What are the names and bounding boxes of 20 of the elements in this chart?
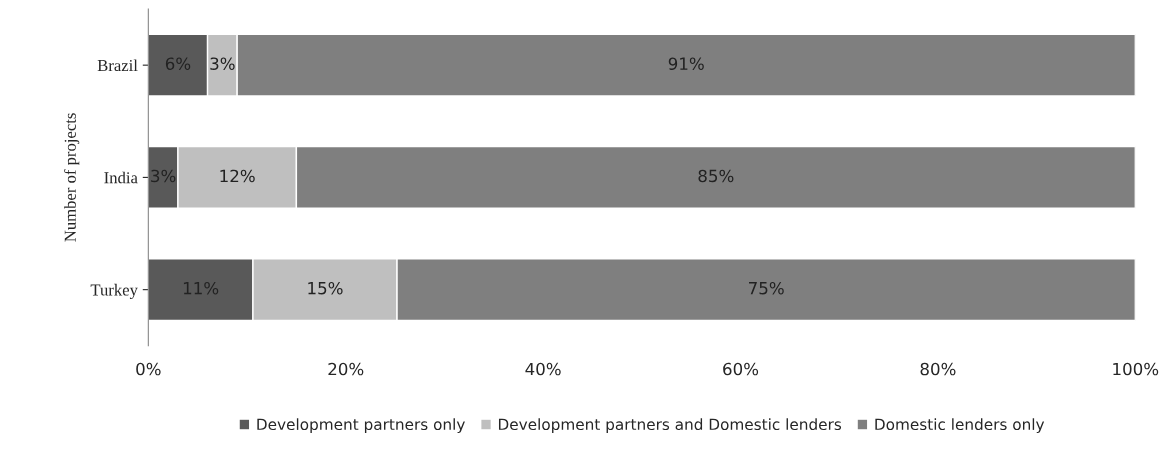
y-tick-label: Turkey: [90, 283, 138, 300]
data-label: 3%: [210, 57, 235, 70]
data-label: 91%: [668, 57, 704, 70]
data-label: 12%: [220, 169, 255, 183]
legend-label: Development partners only: [257, 418, 465, 434]
data-label: 85%: [698, 169, 734, 183]
x-tick-label: 0%: [136, 362, 161, 376]
legend-label: Development partners and Domestic lenders: [498, 418, 842, 434]
data-label: 15%: [308, 281, 343, 295]
x-tick-label: 40%: [525, 362, 561, 376]
legend-label: Domestic lenders only: [875, 418, 1045, 434]
x-tick-label: 80%: [920, 362, 956, 376]
data-label: 6%: [165, 57, 191, 70]
y-tick-label: India: [104, 171, 138, 184]
x-tick-label: 100%: [1113, 362, 1159, 376]
x-tick-label: 60%: [723, 362, 759, 376]
data-label: 75%: [749, 281, 784, 295]
y-axis-title: Number of projects: [63, 113, 80, 242]
x-tick-label: 20%: [328, 362, 364, 376]
y-tick-label: Brazil: [97, 59, 138, 72]
